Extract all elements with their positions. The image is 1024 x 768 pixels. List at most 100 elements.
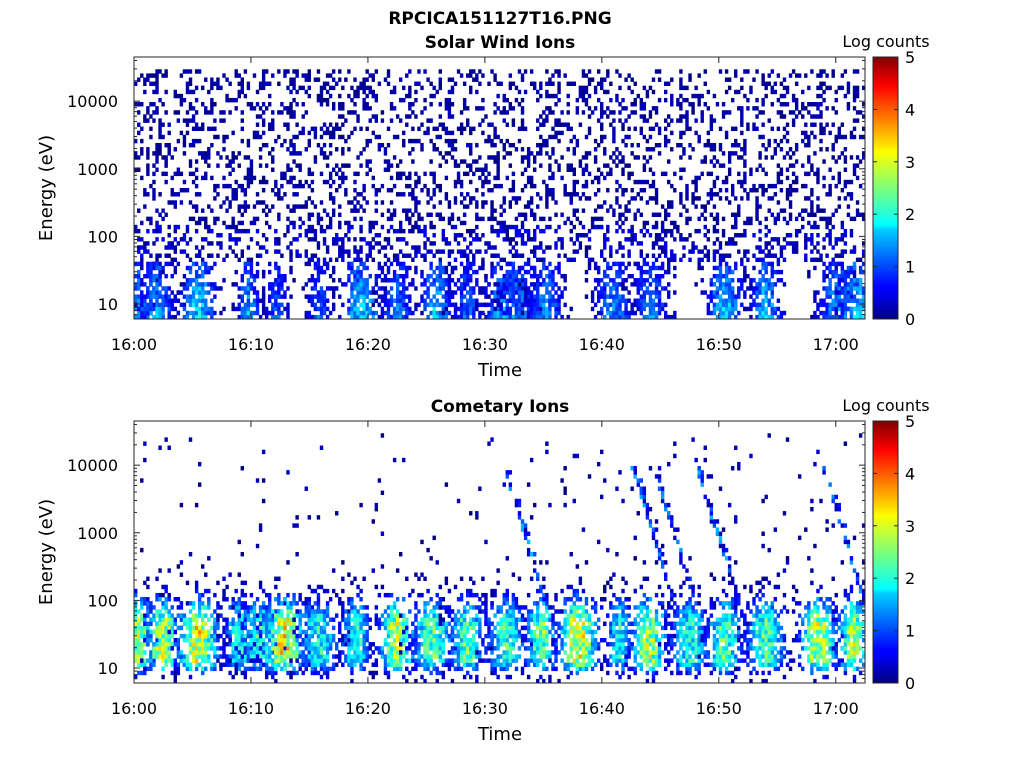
spectrogram-cell — [499, 228, 503, 234]
spectrogram-cell — [447, 110, 452, 115]
spectrogram-cell — [487, 81, 491, 86]
spectrogram-cell — [316, 269, 321, 275]
spectrogram-cell — [755, 97, 759, 103]
spectrogram-cell — [700, 159, 704, 164]
spectrogram-cell — [755, 290, 759, 295]
spectrogram-cell — [249, 106, 254, 111]
spectrogram-cell — [359, 151, 363, 156]
spectrogram-cell — [526, 290, 531, 295]
spectrogram-cell — [310, 286, 315, 291]
spectrogram-cell — [356, 306, 360, 312]
spectrogram-cell — [319, 93, 324, 99]
spectrogram-cell — [508, 286, 513, 291]
spectrogram-cell — [243, 175, 248, 181]
spectrogram-cell — [377, 241, 382, 246]
spectrogram-cell — [600, 122, 604, 127]
spectrogram-cell — [252, 273, 257, 279]
spectrogram-cell — [584, 85, 589, 91]
spectrogram-cell — [319, 269, 324, 275]
spectrogram-cell — [794, 188, 799, 193]
spectrogram-cell — [307, 130, 312, 136]
spectrogram-cell — [301, 183, 305, 189]
spectrogram-cell — [331, 102, 336, 107]
spectrogram-cell — [709, 122, 714, 127]
spectrogram-cell — [837, 204, 841, 209]
spectrogram-cell — [322, 81, 327, 86]
spectrogram-cell — [557, 73, 561, 78]
spectrogram-cell — [237, 237, 241, 242]
spectrogram-cell — [319, 134, 324, 140]
spectrogram-cell — [417, 245, 421, 250]
spectrogram-cell — [758, 302, 762, 308]
spectrogram-cell — [861, 294, 866, 299]
spectrogram-cell — [593, 175, 598, 181]
spectrogram-cell — [706, 294, 711, 299]
spectrogram-cell — [819, 122, 823, 127]
spectrogram-cell — [423, 253, 427, 258]
spectrogram-cell — [246, 290, 251, 295]
spectrogram-cell — [402, 298, 406, 303]
spectrogram-cell — [840, 220, 845, 226]
spectrogram-cell — [438, 85, 442, 91]
spectrogram-cell — [371, 314, 375, 320]
spectrogram-cell — [508, 81, 513, 86]
spectrogram-cell — [222, 200, 226, 205]
spectrogram-cell — [700, 93, 704, 99]
spectrogram-cell — [450, 102, 455, 107]
spectrogram-cell — [551, 278, 555, 283]
spectrogram-cell — [164, 286, 168, 291]
spectrogram-cell — [338, 102, 342, 107]
spectrogram-cell — [429, 159, 433, 164]
spectrogram-cell — [411, 310, 415, 316]
spectrogram-cell — [295, 102, 299, 107]
spectrogram-cell — [140, 253, 144, 258]
spectrogram-cell — [328, 224, 333, 230]
spectrogram-cell — [621, 282, 625, 287]
spectrogram-cell — [843, 155, 848, 160]
spectrogram-cell — [197, 192, 202, 197]
spectrogram-cell — [246, 138, 251, 144]
spectrogram-cell — [469, 69, 473, 74]
spectrogram-cell — [855, 155, 860, 160]
spectrogram-cell — [237, 286, 241, 291]
spectrogram-cell — [201, 257, 205, 263]
spectrogram-cell — [405, 208, 409, 213]
spectrogram-cell — [536, 298, 540, 303]
spectrogram-cell — [761, 122, 765, 127]
spectrogram-cell — [490, 298, 494, 303]
spectrogram-cell — [718, 306, 723, 312]
spectrogram-cell — [405, 269, 409, 275]
spectrogram-cell — [365, 286, 369, 291]
spectrogram-cell — [533, 245, 537, 250]
spectrogram-cell — [636, 142, 640, 148]
spectrogram-cell — [593, 85, 598, 91]
spectrogram-cell — [304, 249, 308, 254]
spectrogram-cell — [347, 273, 351, 279]
spectrogram-cell — [325, 265, 330, 271]
spectrogram-cell — [307, 224, 312, 230]
spectrogram-cell — [569, 200, 573, 205]
spectrogram-cell — [274, 237, 278, 242]
spectrogram-cell — [840, 314, 845, 320]
spectrogram-cell — [825, 310, 829, 316]
spectrogram-cell — [478, 290, 482, 295]
spectrogram-cell — [523, 290, 528, 295]
spectrogram-cell — [374, 69, 379, 74]
spectrogram-cell — [466, 122, 470, 127]
spectrogram-cell — [523, 167, 528, 172]
spectrogram-cell — [173, 93, 177, 99]
spectrogram-cell — [825, 294, 829, 299]
spectrogram-cell — [660, 261, 665, 267]
spectrogram-cell — [609, 253, 613, 258]
spectrogram-cell — [188, 77, 193, 82]
spectrogram-cell — [271, 73, 275, 78]
spectrogram-cell — [146, 290, 150, 295]
spectrogram-cell — [837, 306, 841, 312]
spectrogram-cell — [575, 142, 580, 148]
spectrogram-cell — [216, 134, 220, 140]
spectrogram-cell — [724, 196, 729, 201]
spectrogram-cell — [520, 220, 525, 226]
spectrogram-cell — [630, 77, 634, 82]
spectrogram-cell — [261, 208, 266, 213]
spectrogram-cell — [624, 134, 628, 140]
